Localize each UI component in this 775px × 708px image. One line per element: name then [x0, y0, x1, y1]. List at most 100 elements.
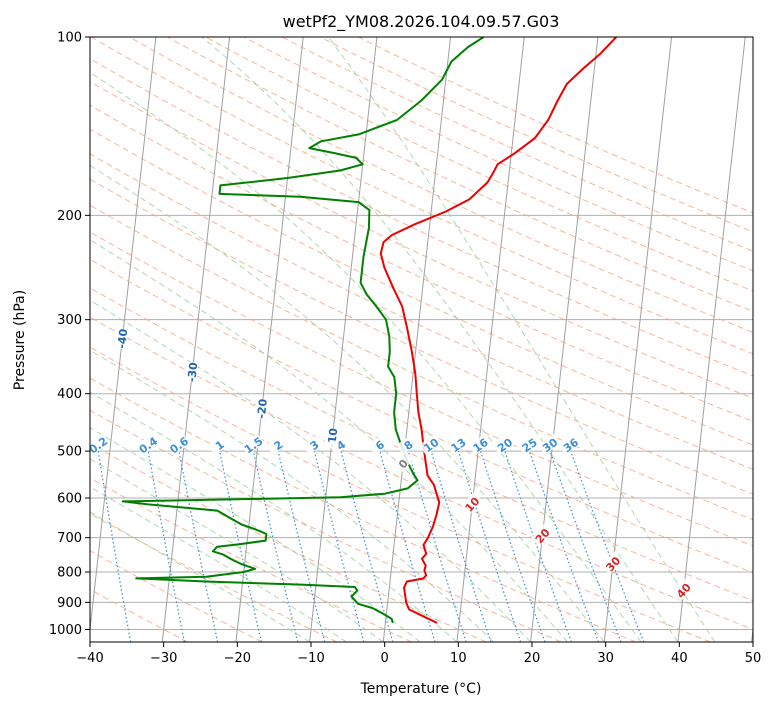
isotherm-line	[309, 37, 378, 642]
isotherm-label: -20	[255, 398, 270, 420]
x-tick-label: −20	[224, 651, 251, 666]
moist-adiabat	[90, 239, 568, 642]
y-tick-label: 700	[57, 531, 82, 546]
y-tick-label: 200	[57, 209, 82, 224]
label-backdrop	[166, 433, 191, 455]
label-backdrop	[90, 433, 110, 455]
mixing-ratio-line	[430, 450, 492, 642]
label-backdrop	[367, 433, 391, 455]
label-backdrop	[517, 433, 541, 455]
label-backdrop	[302, 433, 326, 455]
pressure-gridlines	[90, 37, 753, 630]
label-backdrop	[391, 451, 414, 475]
mixing-ratio-line	[147, 450, 185, 642]
dry-adiabat	[90, 442, 487, 642]
x-tick-label: 30	[597, 651, 614, 666]
y-tick-label: 300	[57, 313, 82, 328]
dry-adiabat	[90, 287, 753, 602]
mixing-ratio-line	[340, 450, 394, 642]
isotherm-line	[456, 37, 525, 642]
dewpoint-profile-line	[121, 37, 485, 624]
moist-adiabat	[201, 37, 679, 642]
isotherm-line	[603, 37, 673, 642]
y-tick-label: 100	[57, 31, 82, 46]
dry-adiabat	[90, 58, 753, 377]
isotherm-line	[677, 37, 746, 642]
dry-adiabat	[90, 37, 753, 355]
isotherm-line	[235, 37, 304, 642]
y-tick-label: 1000	[49, 623, 82, 638]
temperature-profile-line	[379, 37, 618, 624]
moist-adiabat	[327, 37, 716, 642]
dry-adiabat	[167, 37, 753, 312]
mixing-ratio-line	[528, 450, 600, 642]
label-backdrop	[460, 492, 483, 516]
dry-adiabat	[205, 37, 753, 292]
x-tick-label: 0	[381, 651, 389, 666]
moist-adiabat	[90, 164, 605, 642]
x-tick-label: 40	[671, 651, 688, 666]
dry-adiabat	[90, 81, 753, 399]
mixing-ratio-line	[407, 450, 467, 642]
x-tick-label: −40	[76, 651, 103, 666]
moist-adiabat	[90, 71, 642, 642]
y-tick-label: 800	[57, 566, 82, 581]
mixing-ratio-line	[252, 450, 299, 642]
moist-adiabat	[90, 299, 531, 642]
isotherm-label: -40	[115, 328, 130, 350]
label-backdrop	[184, 361, 199, 383]
label-backdrop	[253, 397, 268, 420]
isotherms	[90, 37, 753, 642]
mixing-ratio-lines	[97, 450, 645, 642]
isotherm-line	[161, 37, 231, 642]
moist-adiabat	[90, 349, 495, 642]
label-backdrop	[537, 433, 562, 455]
label-backdrop	[328, 433, 353, 455]
y-tick-label: 900	[57, 596, 82, 611]
y-axis-label: Pressure (hPa)	[12, 290, 28, 390]
isotherm-label: -30	[185, 361, 200, 383]
x-axis-label: Temperature (°C)	[360, 681, 482, 697]
label-backdrop	[241, 433, 265, 455]
y-axis: 100 200 300 400 500 600 700 800 900 1000	[49, 31, 90, 638]
label-backdrop	[446, 433, 470, 455]
mixing-ratio-line	[479, 450, 546, 642]
mixing-ratio-line	[178, 450, 219, 642]
mixing-ratio-line	[504, 450, 572, 642]
mixing-ratio-line	[277, 450, 326, 642]
profile-series	[121, 37, 618, 624]
dry-adiabat	[243, 37, 753, 272]
plot-frame	[89, 36, 754, 643]
label-backdrop	[207, 433, 231, 455]
label-backdrop	[468, 433, 492, 455]
x-tick-label: −30	[150, 651, 177, 666]
y-tick-label: 600	[57, 492, 82, 507]
mixing-ratio-line	[97, 451, 132, 642]
dry-adiabat	[129, 37, 753, 333]
label-backdrop	[396, 433, 420, 455]
moist-adiabats	[90, 37, 716, 642]
plot-area: -100-90-80-70-60-50-40-30-20-100.10.20.4…	[90, 37, 753, 642]
dry-adiabat	[90, 258, 753, 574]
label-backdrop	[671, 578, 695, 602]
label-backdrop	[135, 433, 160, 455]
mixing-ratio-line	[379, 450, 436, 642]
label-backdrop	[114, 327, 129, 350]
x-tick-label: 20	[524, 651, 541, 666]
label-backdrop	[601, 551, 624, 575]
y-tick-label: 500	[57, 445, 82, 460]
dry-adiabat	[90, 409, 562, 642]
label-backdrop	[418, 433, 443, 455]
label-backdrop	[492, 433, 516, 455]
y-tick-label: 400	[57, 387, 82, 402]
mixing-ratio-line	[219, 450, 262, 642]
mixing-ratio-line	[313, 450, 365, 642]
x-tick-label: 10	[450, 651, 467, 666]
moist-adiabat	[90, 458, 384, 642]
dry-adiabat	[90, 513, 338, 642]
label-backdrop	[265, 433, 290, 455]
x-tick-label: 50	[745, 651, 762, 666]
dry-adiabat	[90, 231, 753, 547]
label-backdrop	[530, 523, 553, 547]
